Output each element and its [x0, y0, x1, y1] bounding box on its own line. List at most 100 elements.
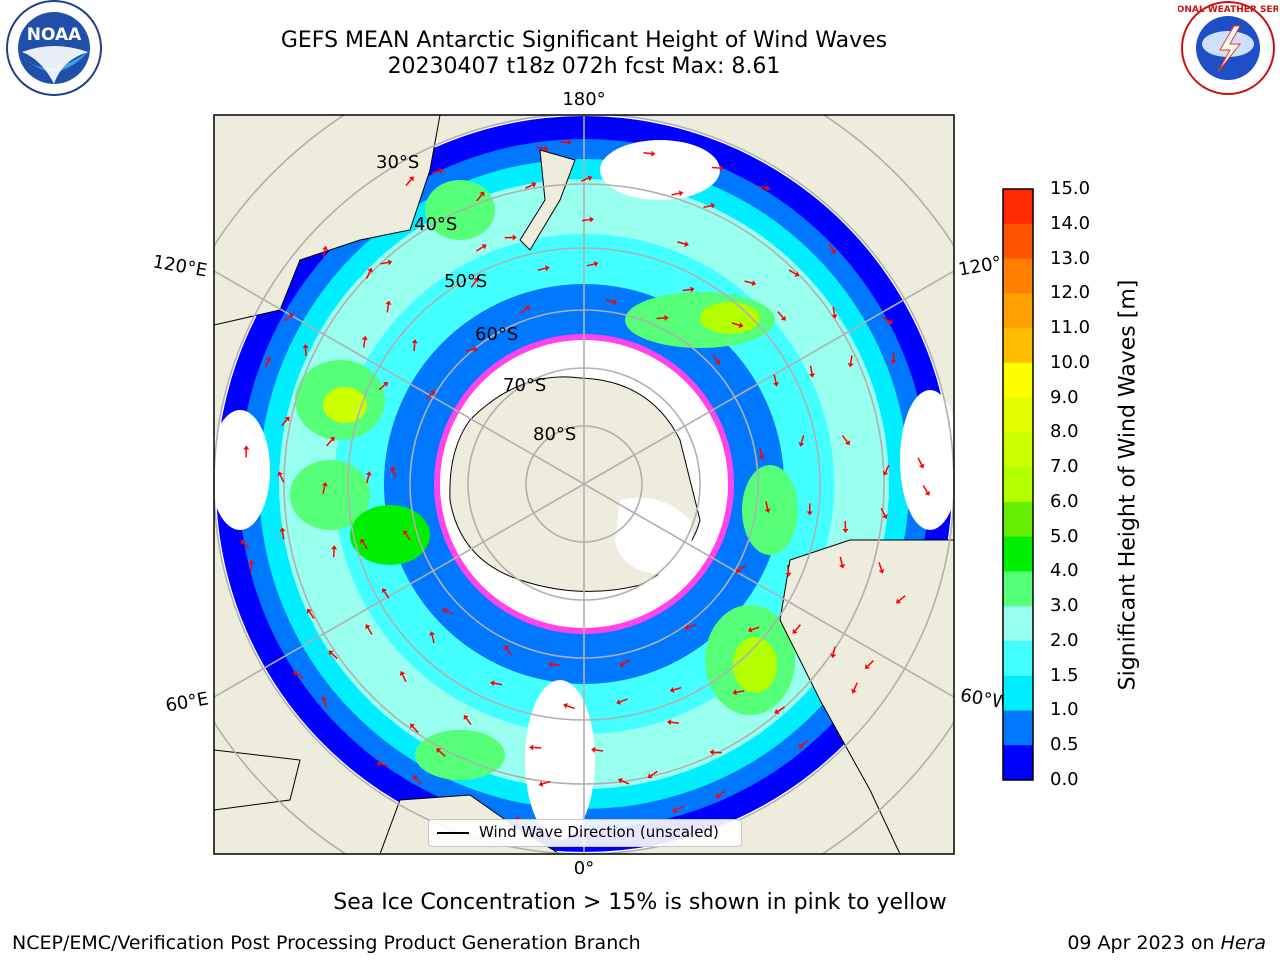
wave-arrow: [365, 270, 371, 279]
wave-arrow: [917, 457, 923, 466]
wave-arrow-head: [473, 346, 478, 353]
wave-arrow-head: [924, 490, 930, 496]
wave-arrow: [788, 269, 797, 275]
australia: [214, 115, 441, 326]
wave-arrow: [445, 609, 454, 615]
wave-arrow: [470, 280, 477, 288]
wave-arrow-head: [367, 267, 373, 273]
wave-arrow-head: [678, 190, 684, 197]
map-legend: Wind Wave Direction (unscaled): [428, 819, 742, 847]
wave-arrow-head: [851, 688, 857, 694]
wave-arrow: [787, 564, 790, 573]
wave-arrow-head: [438, 168, 444, 175]
noaa-logo-text: NOAA: [27, 25, 82, 45]
wave-arrow-head: [504, 645, 510, 651]
wave-arrow-head: [690, 286, 695, 293]
wave-arrow-head: [240, 539, 246, 545]
wave-arrow-head: [589, 216, 594, 223]
wave-arrow-head: [543, 145, 548, 152]
wave-arrow-head: [306, 608, 312, 614]
noaa-logo: NOAA: [6, 0, 102, 96]
wave-arrow-head: [798, 743, 804, 749]
wave-arrow: [367, 627, 373, 635]
wave-arrow: [828, 243, 834, 252]
wave-arrow-head: [412, 775, 418, 781]
wave-arrow: [465, 717, 472, 726]
lon-label-180: 180°: [562, 89, 605, 110]
wave-arrow-head: [684, 624, 690, 630]
wave-arrow: [794, 624, 801, 632]
wave-arrow: [736, 690, 745, 694]
wave-arrow: [383, 591, 390, 599]
wave-arrow: [777, 706, 785, 712]
colorbar-segment: [1003, 710, 1033, 746]
wave-arrow-head: [887, 319, 893, 325]
map-frame: [213, 114, 955, 855]
wave-arrow: [404, 532, 411, 541]
wave-arrow-head: [529, 744, 534, 751]
wave-arrow: [621, 780, 630, 785]
wave-arrow-head: [365, 471, 372, 476]
wave-arrow: [362, 339, 366, 348]
wave-arrow-head: [430, 390, 436, 396]
colorbar-segment: [1003, 293, 1033, 329]
wave-arrow-head: [709, 749, 714, 756]
wave-arrow: [880, 507, 886, 516]
wave-arrow-head: [878, 569, 885, 574]
wave-arrow: [712, 354, 719, 362]
colorbar-tick-label: 7.0: [1050, 456, 1079, 478]
wave-arrow-head: [329, 436, 335, 442]
colorbar-tick-label: 6.0: [1050, 490, 1079, 512]
wave-arrow-head: [792, 628, 798, 634]
wave-arrow-head: [265, 356, 272, 362]
wave-arrow: [431, 634, 435, 644]
wave-arrow: [279, 474, 285, 483]
wave-arrow-head: [732, 689, 737, 696]
wave-arrow: [731, 322, 740, 326]
footer-branch: NCEP/EMC/Verification Post Processing Pr…: [12, 932, 641, 954]
colorbar-segment: [1003, 640, 1033, 677]
wave-arrow: [777, 311, 784, 319]
wave-arrow: [898, 595, 906, 602]
wave-arrow-head: [844, 440, 850, 446]
wave-arrow: [849, 355, 853, 364]
wave-arrow: [242, 542, 250, 550]
lon-label-120e: 120°E: [151, 251, 209, 281]
wave-arrow: [284, 315, 292, 322]
wave-arrow: [426, 392, 433, 400]
wave-arrow: [281, 419, 288, 427]
wave-arrow: [650, 770, 658, 777]
wave-arrow-head: [669, 686, 675, 693]
colorbar-tick-label: 2.0: [1050, 629, 1079, 651]
wave-arrow: [682, 288, 691, 292]
colorbar-tick-label: 5.0: [1050, 525, 1079, 547]
madagascar: [214, 749, 301, 811]
wave-arrow: [412, 726, 419, 733]
wave-arrow-head: [403, 529, 409, 535]
nws-logo: NATIONAL WEATHER SERVICE: [1178, 1, 1278, 95]
wave-arrow: [296, 673, 304, 680]
colorbar-tick-label: 11.0: [1050, 317, 1091, 339]
wave-arrow-head: [612, 299, 618, 305]
wave-arrow-head: [365, 624, 371, 630]
wave-arrow-head: [758, 454, 765, 460]
colorbar-segment: [1003, 397, 1033, 433]
lon-label-120w: 120°: [957, 252, 1003, 280]
wave-arrow-head: [360, 538, 366, 544]
wave-arrow: [476, 194, 483, 202]
wave-arrow-head: [751, 280, 757, 287]
wave-arrow-head: [785, 572, 792, 577]
wave-arrow-head: [719, 165, 724, 172]
wave-arrow: [884, 464, 890, 473]
wave-arrow-head: [525, 305, 531, 311]
wave-arrow-head: [667, 719, 672, 726]
wave-arrow-head: [243, 445, 250, 450]
wave-arrow-head: [408, 176, 414, 182]
wave-arrow: [415, 777, 422, 785]
wave-arrow-head: [780, 315, 786, 321]
map-title: GEFS MEAN Antarctic Significant Height o…: [280, 28, 888, 53]
wave-arrow: [867, 660, 874, 667]
legend-line-swatch: [437, 832, 469, 834]
wave-arrow: [413, 343, 416, 352]
footer-machine: Hera: [1220, 932, 1266, 954]
